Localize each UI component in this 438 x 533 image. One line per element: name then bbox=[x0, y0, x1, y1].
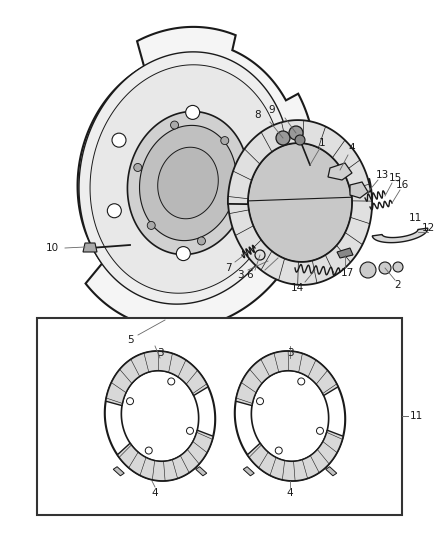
Text: 13: 13 bbox=[375, 170, 389, 180]
Text: 1: 1 bbox=[319, 138, 325, 148]
Circle shape bbox=[221, 136, 229, 144]
Circle shape bbox=[254, 148, 268, 162]
Circle shape bbox=[145, 447, 152, 454]
Polygon shape bbox=[372, 228, 428, 243]
Circle shape bbox=[134, 164, 142, 172]
Circle shape bbox=[186, 106, 200, 119]
Polygon shape bbox=[83, 243, 97, 252]
Circle shape bbox=[276, 131, 290, 145]
Polygon shape bbox=[196, 467, 207, 476]
Text: 8: 8 bbox=[254, 110, 261, 120]
Text: 16: 16 bbox=[396, 180, 409, 190]
Text: 4: 4 bbox=[349, 143, 355, 153]
Text: 3: 3 bbox=[157, 348, 163, 358]
Circle shape bbox=[107, 204, 121, 218]
Polygon shape bbox=[228, 120, 371, 204]
Text: 4: 4 bbox=[287, 488, 293, 498]
Text: 7: 7 bbox=[225, 263, 231, 273]
Polygon shape bbox=[243, 467, 254, 476]
Text: 15: 15 bbox=[389, 173, 402, 183]
Circle shape bbox=[177, 247, 191, 261]
Text: 9: 9 bbox=[268, 105, 276, 115]
Text: 3: 3 bbox=[237, 270, 244, 280]
Polygon shape bbox=[140, 125, 237, 240]
Bar bbox=[37, 318, 402, 515]
Circle shape bbox=[257, 398, 264, 405]
Circle shape bbox=[298, 378, 305, 385]
Polygon shape bbox=[117, 430, 213, 481]
Polygon shape bbox=[106, 351, 208, 406]
Polygon shape bbox=[236, 351, 338, 406]
Polygon shape bbox=[248, 143, 351, 201]
Circle shape bbox=[250, 219, 264, 233]
Text: 10: 10 bbox=[46, 243, 59, 253]
Circle shape bbox=[234, 195, 242, 203]
Text: 11: 11 bbox=[410, 411, 423, 421]
Text: 3: 3 bbox=[287, 348, 293, 358]
Circle shape bbox=[198, 237, 205, 245]
Polygon shape bbox=[78, 27, 316, 329]
Circle shape bbox=[170, 121, 179, 129]
Polygon shape bbox=[247, 430, 343, 481]
Polygon shape bbox=[113, 467, 124, 476]
Circle shape bbox=[112, 133, 126, 147]
Circle shape bbox=[187, 427, 194, 434]
Circle shape bbox=[295, 135, 305, 145]
Circle shape bbox=[147, 221, 155, 229]
Polygon shape bbox=[326, 467, 337, 476]
Text: 2: 2 bbox=[395, 280, 401, 290]
Polygon shape bbox=[228, 179, 372, 285]
Polygon shape bbox=[337, 248, 353, 258]
Circle shape bbox=[168, 378, 175, 385]
Text: 14: 14 bbox=[290, 283, 304, 293]
Polygon shape bbox=[350, 182, 368, 198]
Circle shape bbox=[393, 262, 403, 272]
Text: 6: 6 bbox=[247, 270, 253, 280]
Text: 11: 11 bbox=[408, 213, 422, 223]
Polygon shape bbox=[90, 65, 282, 293]
Circle shape bbox=[379, 262, 391, 274]
Text: 5: 5 bbox=[127, 335, 133, 345]
Circle shape bbox=[360, 262, 376, 278]
Circle shape bbox=[317, 427, 324, 434]
Polygon shape bbox=[127, 111, 249, 255]
Circle shape bbox=[275, 447, 282, 454]
Polygon shape bbox=[158, 147, 218, 219]
Polygon shape bbox=[79, 52, 291, 304]
Text: 12: 12 bbox=[421, 223, 434, 233]
Circle shape bbox=[127, 398, 134, 405]
Polygon shape bbox=[328, 163, 352, 180]
Circle shape bbox=[289, 126, 303, 140]
Text: 17: 17 bbox=[340, 268, 353, 278]
Text: 4: 4 bbox=[152, 488, 158, 498]
Polygon shape bbox=[248, 190, 352, 262]
